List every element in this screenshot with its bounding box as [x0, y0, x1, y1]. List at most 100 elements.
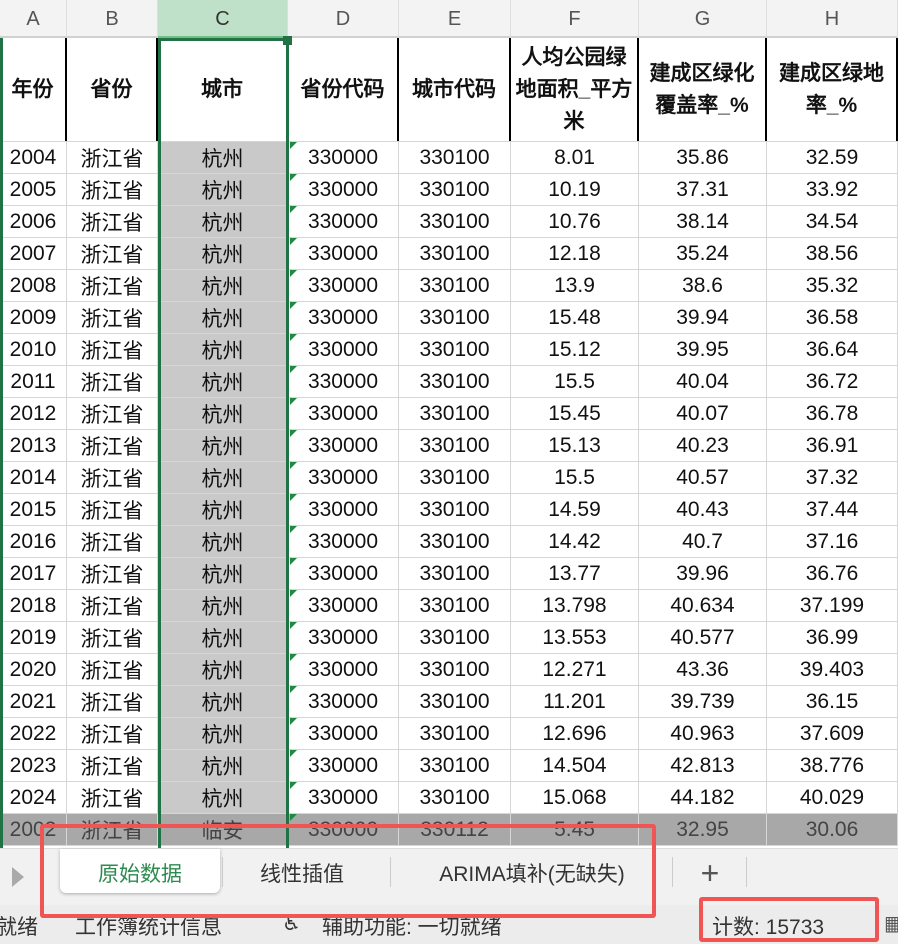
cell-f[interactable]: 15.13	[511, 430, 639, 461]
cell-h[interactable]: 36.76	[767, 558, 898, 589]
fill-handle[interactable]	[283, 36, 292, 45]
cell-d[interactable]: 330000	[288, 750, 399, 781]
cell-e[interactable]: 330100	[399, 590, 511, 621]
cell-f[interactable]: 14.59	[511, 494, 639, 525]
cell-g[interactable]: 39.94	[639, 302, 767, 333]
cell-h[interactable]: 37.16	[767, 526, 898, 557]
cell-d[interactable]: 330000	[288, 654, 399, 685]
cell-c[interactable]: 杭州	[158, 494, 288, 525]
cell-f[interactable]: 14.504	[511, 750, 639, 781]
cell-b[interactable]: 浙江省	[67, 718, 158, 749]
cell-f[interactable]: 12.271	[511, 654, 639, 685]
cell-c[interactable]: 城市	[158, 38, 288, 141]
cell-b[interactable]: 浙江省	[67, 206, 158, 237]
cell-e[interactable]: 330100	[399, 430, 511, 461]
cell-b[interactable]: 浙江省	[67, 558, 158, 589]
cell-a[interactable]: 2015	[0, 494, 67, 525]
cell-h[interactable]: 38.776	[767, 750, 898, 781]
cell-h[interactable]: 32.59	[767, 142, 898, 173]
cell-e[interactable]: 330100	[399, 142, 511, 173]
cell-a[interactable]: 2020	[0, 654, 67, 685]
workbook-stats[interactable]: 工作簿统计信息	[75, 916, 222, 939]
cell-h[interactable]: 建成区绿地率_%	[767, 38, 898, 141]
scroll-tabs-right-icon[interactable]	[12, 867, 24, 887]
cell-d[interactable]: 省份代码	[288, 38, 399, 141]
cell-c[interactable]: 杭州	[158, 686, 288, 717]
cell-a[interactable]: 2010	[0, 334, 67, 365]
cell-g[interactable]: 40.57	[639, 462, 767, 493]
cell-d[interactable]: 330000	[288, 494, 399, 525]
cell-e[interactable]: 330100	[399, 206, 511, 237]
cell-a[interactable]: 2012	[0, 398, 67, 429]
cell-g[interactable]: 43.36	[639, 654, 767, 685]
cell-g[interactable]: 35.24	[639, 238, 767, 269]
cell-f[interactable]: 11.201	[511, 686, 639, 717]
cell-g[interactable]: 40.43	[639, 494, 767, 525]
cell-a[interactable]: 2018	[0, 590, 67, 621]
cell-e[interactable]: 330100	[399, 174, 511, 205]
cell-b[interactable]: 浙江省	[67, 302, 158, 333]
cell-b[interactable]: 浙江省	[67, 174, 158, 205]
cell-a[interactable]: 2014	[0, 462, 67, 493]
cell-c[interactable]: 杭州	[158, 174, 288, 205]
column-header-d[interactable]: D	[288, 0, 399, 38]
cell-c[interactable]: 杭州	[158, 334, 288, 365]
cell-h[interactable]: 36.72	[767, 366, 898, 397]
cell-h[interactable]: 36.15	[767, 686, 898, 717]
cell-e[interactable]: 330100	[399, 334, 511, 365]
cell-f[interactable]: 13.798	[511, 590, 639, 621]
cell-e[interactable]: 330100	[399, 302, 511, 333]
cell-e[interactable]: 330100	[399, 462, 511, 493]
cell-a[interactable]: 年份	[0, 38, 67, 141]
accessibility-status[interactable]: 辅助功能: 一切就绪	[322, 916, 502, 939]
cell-d[interactable]: 330000	[288, 334, 399, 365]
cell-b[interactable]: 浙江省	[67, 430, 158, 461]
cell-g[interactable]: 40.7	[639, 526, 767, 557]
cell-d[interactable]: 330000	[288, 686, 399, 717]
cell-d[interactable]: 330000	[288, 430, 399, 461]
cell-c[interactable]: 杭州	[158, 142, 288, 173]
cell-b[interactable]: 浙江省	[67, 686, 158, 717]
column-header-b[interactable]: B	[67, 0, 158, 38]
cell-g[interactable]: 37.31	[639, 174, 767, 205]
cell-h[interactable]: 40.029	[767, 782, 898, 813]
cell-c[interactable]: 杭州	[158, 750, 288, 781]
cell-a[interactable]: 2009	[0, 302, 67, 333]
cell-g[interactable]: 38.6	[639, 270, 767, 301]
cell-a[interactable]: 2007	[0, 238, 67, 269]
cell-a[interactable]: 2023	[0, 750, 67, 781]
cell-a[interactable]: 2024	[0, 782, 67, 813]
cell-g[interactable]: 40.634	[639, 590, 767, 621]
cell-b[interactable]: 浙江省	[67, 142, 158, 173]
cell-f[interactable]: 15.12	[511, 334, 639, 365]
cell-a[interactable]: 2022	[0, 718, 67, 749]
cell-b[interactable]: 浙江省	[67, 398, 158, 429]
cell-f[interactable]: 人均公园绿地面积_平方米	[511, 38, 639, 141]
cell-h[interactable]: 37.609	[767, 718, 898, 749]
column-header-a[interactable]: A	[0, 0, 67, 38]
cell-b[interactable]: 浙江省	[67, 590, 158, 621]
cell-f[interactable]: 12.696	[511, 718, 639, 749]
cell-b[interactable]: 浙江省	[67, 270, 158, 301]
cell-c[interactable]: 杭州	[158, 782, 288, 813]
cell-c[interactable]: 杭州	[158, 622, 288, 653]
cell-c[interactable]: 杭州	[158, 398, 288, 429]
cell-e[interactable]: 330100	[399, 558, 511, 589]
cell-e[interactable]: 330100	[399, 686, 511, 717]
cell-e[interactable]: 330100	[399, 270, 511, 301]
cell-f[interactable]: 14.42	[511, 526, 639, 557]
cell-e[interactable]: 330100	[399, 494, 511, 525]
cell-g[interactable]: 39.96	[639, 558, 767, 589]
cell-a[interactable]: 2013	[0, 430, 67, 461]
cell-a[interactable]: 2016	[0, 526, 67, 557]
cell-c[interactable]: 杭州	[158, 654, 288, 685]
cell-c[interactable]: 杭州	[158, 366, 288, 397]
column-header-h[interactable]: H	[767, 0, 898, 38]
cell-b[interactable]: 浙江省	[67, 526, 158, 557]
cell-f[interactable]: 13.77	[511, 558, 639, 589]
cell-d[interactable]: 330000	[288, 814, 399, 845]
cell-a[interactable]: 2006	[0, 206, 67, 237]
cell-d[interactable]: 330000	[288, 270, 399, 301]
cell-a[interactable]: 2017	[0, 558, 67, 589]
cell-c[interactable]: 杭州	[158, 430, 288, 461]
